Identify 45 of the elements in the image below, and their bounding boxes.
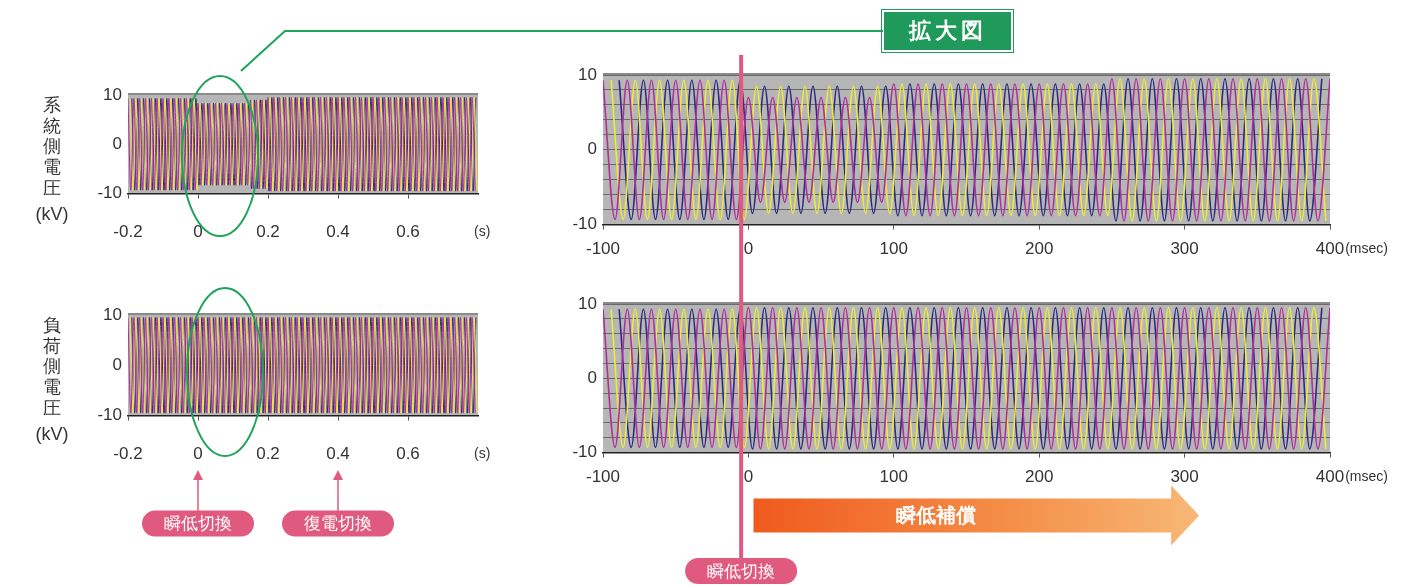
x-tick-label: 0.2 xyxy=(256,444,280,464)
y-axis-title: 負荷側電圧 (kV) xyxy=(34,315,70,446)
x-tick-label: 400 xyxy=(1315,239,1345,259)
y-tick-label: 0 xyxy=(587,367,597,387)
x-axis-title: (msec) xyxy=(1345,240,1388,257)
y-tick-label: 0 xyxy=(587,139,597,159)
x-tick-label: -100 xyxy=(585,239,621,259)
text: 瞬低補償 xyxy=(896,504,977,527)
x-tick-label: 400 xyxy=(1315,467,1345,487)
x-tick-label: 0 xyxy=(193,222,203,242)
x-tick-label: 0 xyxy=(743,239,754,259)
x-tick-label: 0.4 xyxy=(326,444,350,464)
y-tick-label: 10 xyxy=(578,64,597,84)
x-tick-label: 0.4 xyxy=(326,222,350,242)
x-tick-label: 300 xyxy=(1170,467,1199,487)
y-tick-label: -10 xyxy=(572,442,597,462)
text: 瞬低切換 xyxy=(164,514,232,534)
x-tick-label: -0.2 xyxy=(113,444,143,464)
x-tick-label: 0.6 xyxy=(396,222,420,242)
x-tick-label: 0 xyxy=(193,444,203,464)
x-tick-label: 100 xyxy=(879,467,908,487)
x-axis-title: (s) xyxy=(474,223,491,240)
x-tick-label: 200 xyxy=(1025,467,1054,487)
text: 拡大図 xyxy=(882,10,1013,52)
y-tick-label: -10 xyxy=(572,214,597,234)
y-tick-label: -10 xyxy=(97,405,122,425)
x-tick-label: 0 xyxy=(743,467,754,487)
y-tick-label: 10 xyxy=(578,293,597,313)
x-axis-title: (s) xyxy=(474,445,491,462)
text: 復電切換 xyxy=(304,514,372,534)
y-axis-title: 系統側電圧 (kV) xyxy=(34,95,70,226)
y-tick-label: 10 xyxy=(103,84,122,104)
ref-line-label: 瞬低切換 xyxy=(707,561,776,581)
y-tick-label: 10 xyxy=(103,304,122,324)
y-tick-label: 0 xyxy=(112,354,122,374)
x-tick-label: -100 xyxy=(585,467,621,487)
x-axis-title: (msec) xyxy=(1345,468,1388,485)
x-tick-label: 100 xyxy=(879,239,908,259)
x-tick-label: -0.2 xyxy=(113,222,143,242)
x-tick-label: 0.2 xyxy=(256,222,280,242)
y-tick-label: -10 xyxy=(97,183,122,203)
x-tick-label: 300 xyxy=(1170,239,1199,259)
x-tick-label: 0.6 xyxy=(396,444,420,464)
x-tick-label: 200 xyxy=(1025,239,1054,259)
y-tick-label: 0 xyxy=(112,133,122,153)
